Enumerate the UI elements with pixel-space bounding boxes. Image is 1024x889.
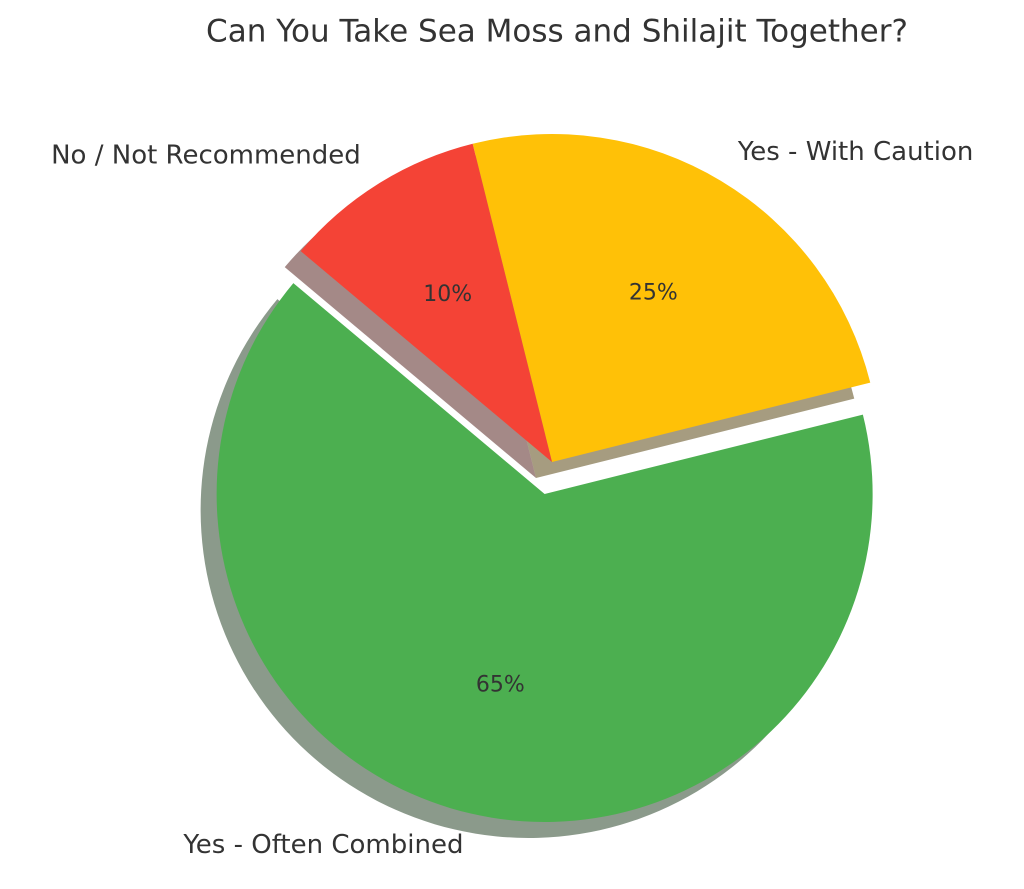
pie-slice	[216, 283, 873, 822]
chart-title: Can You Take Sea Moss and Shilajit Toget…	[206, 14, 908, 50]
slice-label: Yes - Often Combined	[182, 830, 463, 860]
pie-slice	[472, 134, 871, 462]
value-label: 10%	[423, 282, 472, 307]
slice-label: No / Not Recommended	[51, 141, 361, 171]
slice-label: Yes - With Caution	[737, 137, 974, 167]
value-label: 65%	[476, 673, 525, 698]
value-label: 25%	[629, 280, 678, 305]
pie-slice	[300, 143, 552, 463]
